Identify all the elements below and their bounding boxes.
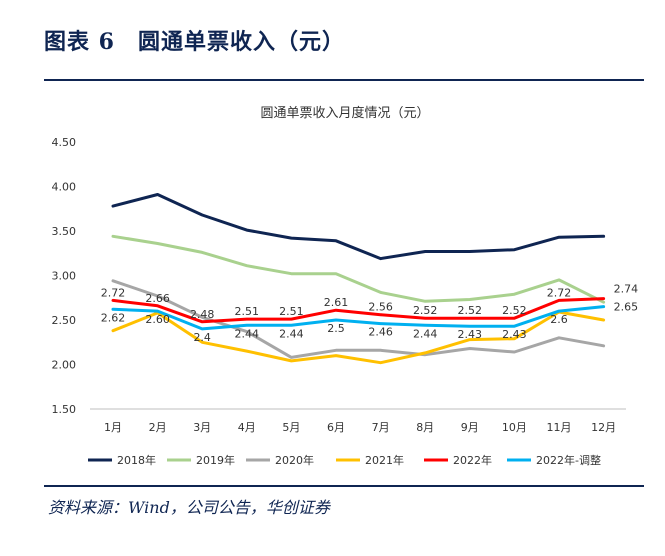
y-axis: 1.50 2.00 2.50 3.00 3.50 4.00 4.50 [52,136,77,416]
data-label: 2.43 [458,328,483,341]
data-label: 2.51 [235,305,260,318]
y-tick-label: 2.00 [52,359,77,372]
x-tick-label: 1月 [104,421,122,434]
legend-label: 2022年 [453,453,492,467]
data-label: 2.43 [502,328,527,341]
source-note: 资料来源：Wind，公司公告，华创证券 [48,498,330,517]
data-labels: 2.72 2.662.48 2.51 2.512.61 2.56 2.52 2.52 2.52… [101,283,638,344]
data-label: 2.74 [614,283,639,296]
data-label: 2.51 [279,305,304,318]
y-tick-label: 1.50 [52,403,77,416]
series-line-3 [111,279,606,359]
data-label: 2.48 [190,308,215,321]
data-label: 2.52 [413,304,438,317]
series-line-2 [111,234,606,304]
legend: 2018年 2019年 2020年 2021年 2022年 2022年-调整 [88,453,601,467]
data-label: 2.60 [145,313,170,326]
y-tick-label: 4.50 [52,136,77,149]
series-line-4 [111,310,606,365]
data-label: 2.72 [547,286,572,299]
data-label: 2.52 [458,304,483,317]
x-tick-label: 5月 [282,421,300,434]
data-label: 2.72 [101,286,126,299]
data-label: 2.52 [502,304,527,317]
x-axis: 1月 2月 3月 4月 5月 6月 7月 8月 9月 10月 11月 12月 [90,408,626,434]
bottom-rule [44,485,644,487]
y-tick-label: 2.50 [52,314,77,327]
data-label: 2.46 [368,326,393,339]
data-label: 2.61 [324,296,349,309]
x-tick-label: 9月 [461,421,479,434]
x-tick-label: 7月 [372,421,390,434]
data-label: 2.5 [327,322,345,335]
top-rule [44,79,644,81]
series-line-5 [111,297,606,324]
series-line-1 [111,193,606,261]
data-label: 2.65 [614,301,639,314]
series-lines [111,193,606,365]
chart-title: 圆通单票收入月度情况（元） [260,105,429,121]
data-label: 2.44 [413,327,438,340]
legend-label: 2019年 [196,453,235,467]
data-label: 2.6 [550,313,568,326]
series-line-6 [111,305,606,331]
x-tick-label: 10月 [502,421,527,434]
legend-label: 2018年 [117,453,156,467]
data-label: 2.62 [101,311,126,324]
figure-title: 图表 6 圆通单票收入（元） [44,29,345,55]
y-tick-label: 3.50 [52,225,77,238]
data-label: 2.4 [193,331,211,344]
x-tick-label: 4月 [238,421,256,434]
x-tick-label: 3月 [193,421,211,434]
x-tick-label: 2月 [149,421,167,434]
data-label: 2.66 [145,292,170,305]
legend-label: 2021年 [365,453,404,467]
x-tick-label: 6月 [327,421,345,434]
x-tick-label: 8月 [416,421,434,434]
data-label: 2.44 [235,327,260,340]
y-tick-label: 4.00 [52,181,77,194]
y-tick-label: 3.00 [52,270,77,283]
data-label: 2.44 [279,327,304,340]
legend-label: 2022年-调整 [536,453,601,467]
x-tick-label: 12月 [591,421,616,434]
data-label: 2.56 [368,301,393,314]
legend-label: 2020年 [275,453,314,467]
x-tick-label: 11月 [547,421,572,434]
